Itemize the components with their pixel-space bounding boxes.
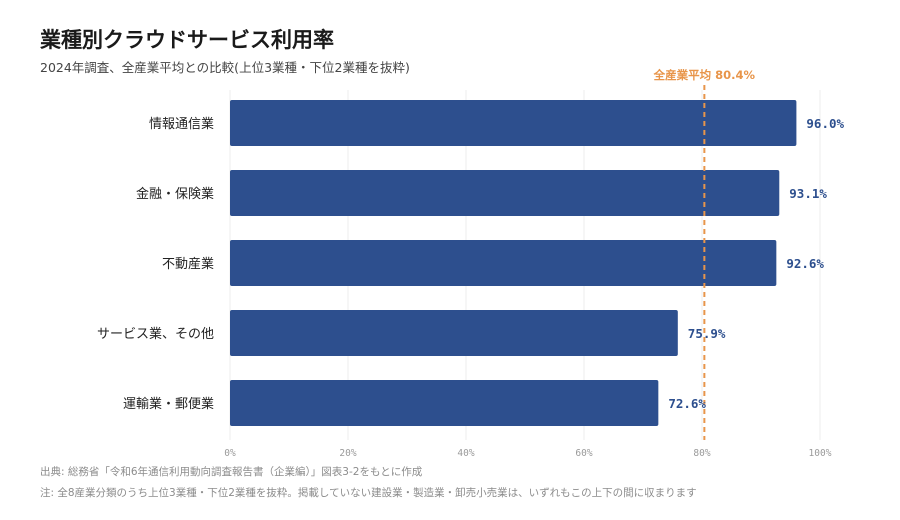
x-tick-label: 100% bbox=[809, 448, 832, 459]
value-label: 92.6% bbox=[786, 256, 824, 271]
reference-line-label: 全産業平均 80.4% bbox=[653, 68, 756, 82]
bar-chart: 全産業平均 80.4% 0% 20% 40% 60% 80% 100% 情報通信業 96.0%… bbox=[97, 68, 845, 459]
value-label: 72.6% bbox=[668, 396, 706, 411]
source-note: 出典: 総務省「令和6年通信利用動向調査報告書（企業編）」図表3-2をもとに作成 bbox=[40, 466, 423, 478]
category-label: 金融・保険業 bbox=[136, 186, 214, 202]
bar bbox=[230, 380, 659, 426]
value-label: 75.9% bbox=[688, 326, 726, 341]
category-label: 情報通信業 bbox=[149, 116, 214, 132]
chart-title: 業種別クラウドサービス利用率 bbox=[40, 28, 334, 52]
value-label: 96.0% bbox=[806, 116, 844, 131]
category-label: 不動産業 bbox=[162, 256, 214, 272]
chart-subtitle: 2024年調査、全産業平均との比較(上位3業種・下位2業種を抜粋) bbox=[40, 60, 410, 75]
category-label: サービス業、その他 bbox=[97, 326, 214, 342]
bar bbox=[230, 170, 780, 216]
category-label: 運輸業・郵便業 bbox=[123, 396, 214, 412]
footnotes: 出典: 総務省「令和6年通信利用動向調査報告書（企業編）」図表3-2をもとに作成… bbox=[40, 462, 697, 504]
x-tick-label: 80% bbox=[693, 448, 710, 459]
bar bbox=[230, 240, 777, 286]
x-tick-label: 40% bbox=[457, 448, 474, 459]
labels: 0% 20% 40% 60% 80% 100% 情報通信業 96.0% 金融・保険業 93.1% 不… bbox=[97, 116, 845, 459]
scope-note: 注: 全8産業分類のうち上位3業種・下位2業種を抜粋。掲載していない建設業・製造… bbox=[40, 487, 697, 499]
x-tick-label: 60% bbox=[575, 448, 592, 459]
value-label: 93.1% bbox=[789, 186, 827, 201]
bar bbox=[230, 100, 797, 146]
x-tick-label: 20% bbox=[339, 448, 356, 459]
bar bbox=[230, 310, 678, 356]
x-tick-label: 0% bbox=[224, 448, 236, 459]
bars bbox=[230, 100, 797, 426]
reference-line-group: 全産業平均 80.4% bbox=[653, 68, 756, 440]
